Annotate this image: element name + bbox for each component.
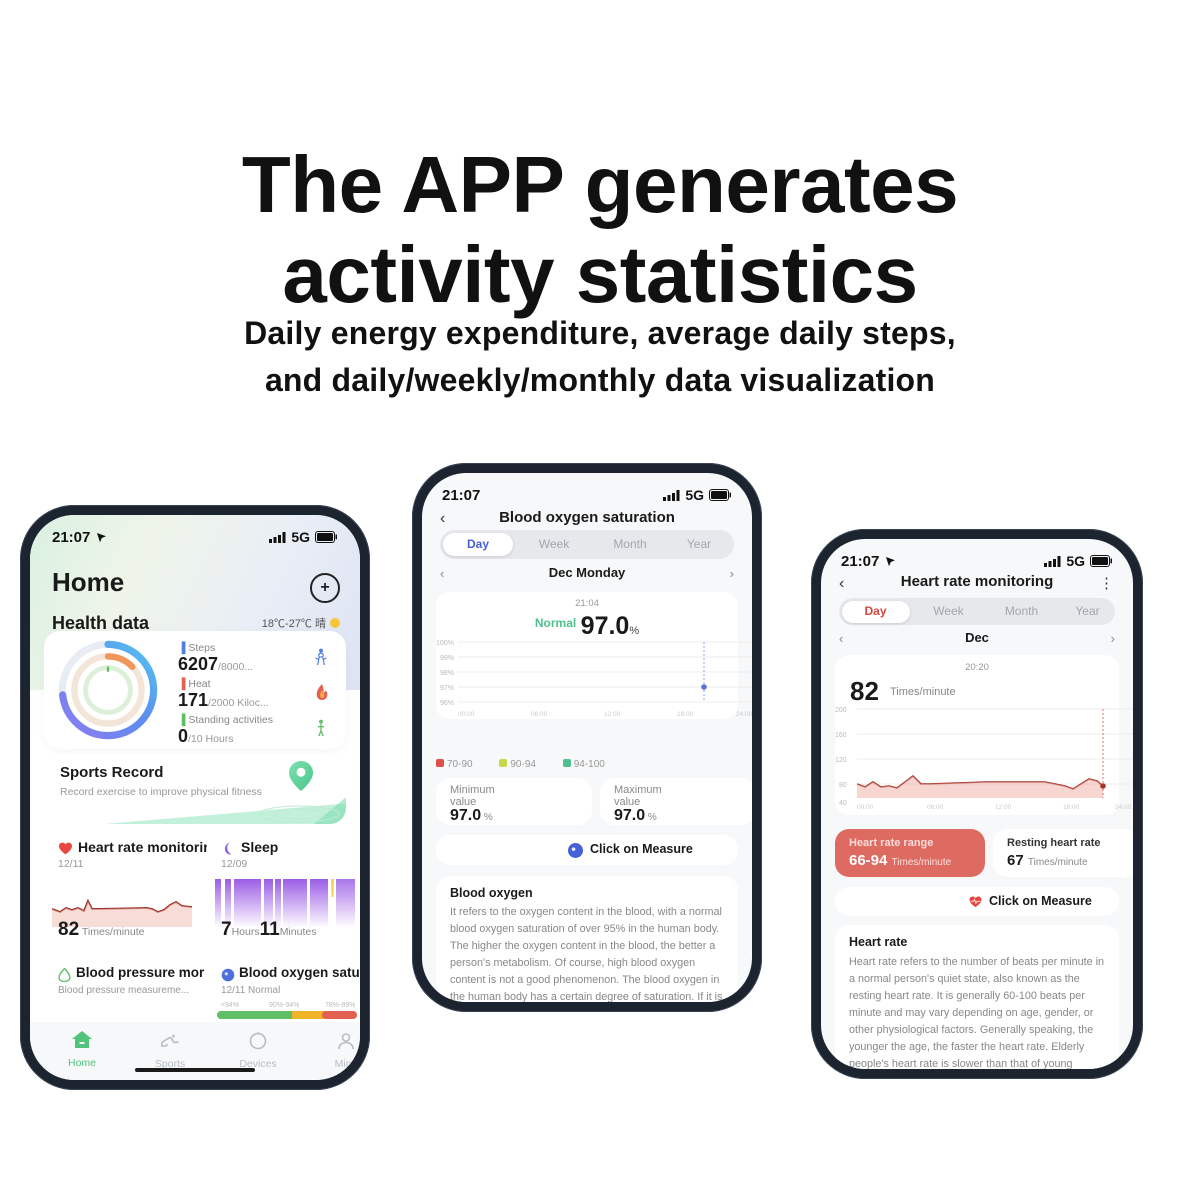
svg-text:12:00: 12:00 bbox=[604, 711, 621, 718]
svg-text:24:00: 24:00 bbox=[736, 711, 752, 718]
svg-text:06:00: 06:00 bbox=[531, 711, 548, 718]
svg-text:160: 160 bbox=[835, 732, 847, 739]
svg-text:120: 120 bbox=[835, 757, 847, 764]
svg-text:00:00: 00:00 bbox=[857, 804, 874, 811]
svg-text:96%: 96% bbox=[440, 700, 454, 707]
svg-text:80: 80 bbox=[839, 782, 847, 789]
svg-text:00:00: 00:00 bbox=[458, 711, 475, 718]
svg-text:98%: 98% bbox=[440, 670, 454, 677]
svg-text:06:00: 06:00 bbox=[927, 804, 944, 811]
svg-text:18:00: 18:00 bbox=[677, 711, 694, 718]
svg-text:200: 200 bbox=[835, 707, 847, 714]
svg-text:40: 40 bbox=[839, 800, 847, 807]
svg-text:24:00: 24:00 bbox=[1115, 804, 1132, 811]
svg-text:100%: 100% bbox=[436, 640, 454, 647]
svg-text:12:00: 12:00 bbox=[995, 804, 1012, 811]
svg-text:99%: 99% bbox=[440, 655, 454, 662]
svg-text:18:00: 18:00 bbox=[1063, 804, 1080, 811]
svg-text:97%: 97% bbox=[440, 685, 454, 692]
